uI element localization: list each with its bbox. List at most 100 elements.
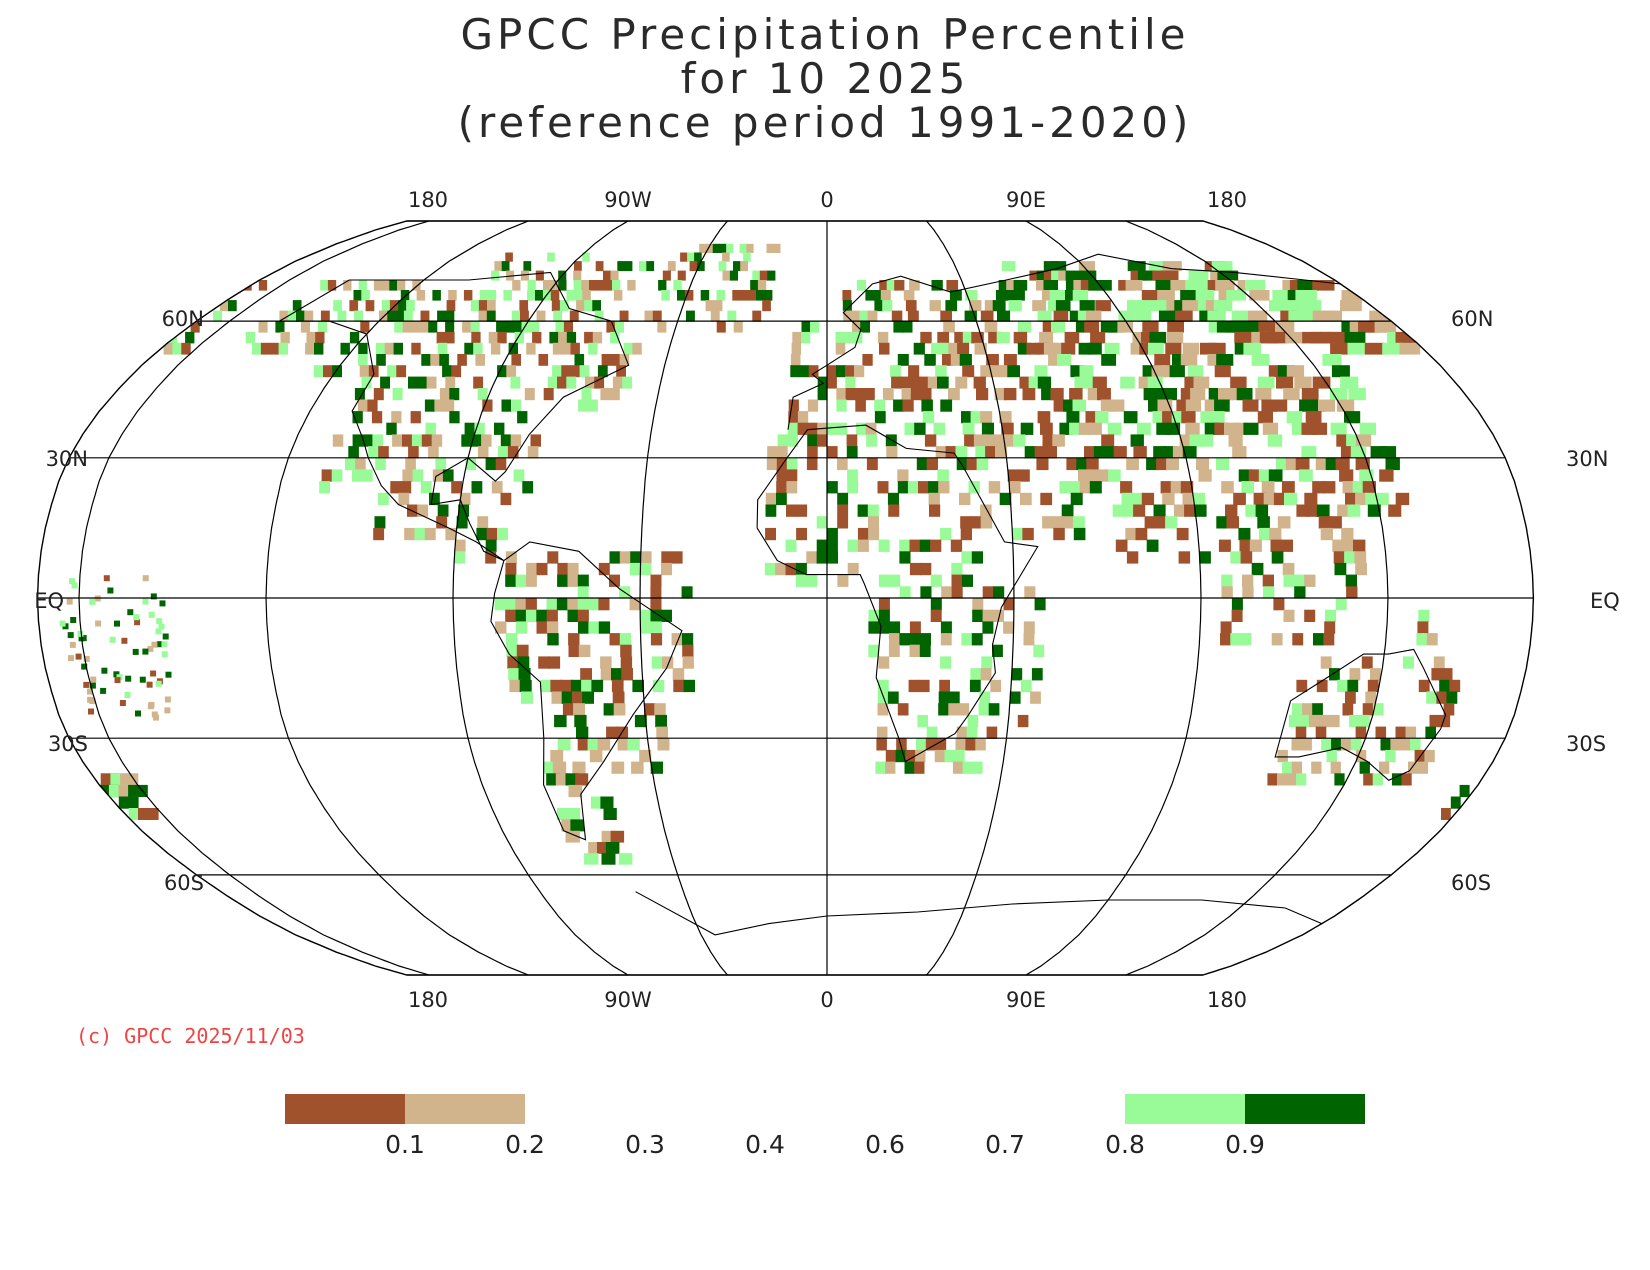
legend-tick-label: 0.7 (985, 1130, 1025, 1159)
precip-cell (530, 434, 541, 447)
precip-cell (410, 411, 421, 424)
precip-cell (752, 310, 762, 322)
precip-cell (844, 331, 854, 344)
precip-cell (910, 388, 922, 401)
precip-cell (667, 261, 676, 272)
precip-cell (1137, 270, 1157, 281)
precip-cell (1003, 388, 1017, 401)
precip-cell (1251, 354, 1270, 366)
precip-cell (417, 504, 428, 517)
precip-cell (756, 290, 765, 301)
precip-cell (340, 342, 350, 355)
precip-cell (907, 481, 919, 494)
precip-cell (1125, 280, 1143, 291)
precip-cell (1416, 633, 1428, 646)
precip-cell (127, 609, 134, 616)
precip-cell (523, 261, 532, 272)
precip-cell (1042, 516, 1054, 529)
precip-cell (961, 574, 973, 587)
precip-cell (792, 331, 802, 344)
precip-cell (306, 331, 316, 344)
precip-cell (807, 434, 818, 447)
precip-cell (856, 280, 866, 291)
precip-cell (677, 290, 686, 301)
map-outline (36, 220, 1535, 976)
precip-cell (1385, 749, 1396, 763)
precip-cell (431, 434, 443, 447)
precip-cell (787, 422, 799, 435)
precip-cell (1449, 679, 1461, 693)
precip-cell (119, 700, 126, 706)
precip-cell (566, 808, 581, 820)
precip-cell (337, 310, 347, 322)
precip-cell (437, 342, 448, 355)
precip-cell (885, 749, 897, 763)
precip-cell (972, 761, 983, 774)
precip-cell (1263, 492, 1277, 506)
precip-cell (993, 609, 1004, 622)
precip-cell (1268, 469, 1283, 482)
precip-cell (1292, 633, 1304, 646)
precip-cell (477, 516, 489, 529)
precip-cell (1335, 598, 1347, 611)
precip-cell (1296, 310, 1318, 322)
precip-cell (59, 620, 66, 627)
precip-cell (426, 376, 437, 389)
precip-cell (1450, 796, 1461, 809)
precip-cell (854, 365, 865, 378)
precip-cell (386, 422, 397, 435)
precip-cell (357, 399, 369, 412)
precip-cell (1335, 457, 1350, 471)
precip-cell (712, 243, 720, 253)
precip-cell (1320, 310, 1342, 322)
precip-cell (1057, 290, 1073, 301)
precip-cell (827, 527, 838, 541)
precip-cell (1257, 376, 1275, 389)
precip-cell (540, 679, 553, 693)
precip-cell (662, 656, 674, 669)
precip-cell (973, 376, 986, 389)
precip-cell (1130, 342, 1146, 355)
precip-cell (470, 321, 480, 333)
precip-cell (557, 376, 567, 389)
precip-cell (292, 300, 302, 312)
precip-cell (1003, 598, 1015, 611)
precip-cell (993, 434, 1006, 447)
precip-cell (640, 621, 652, 634)
precip-cell (1101, 354, 1117, 366)
precip-cell (553, 310, 563, 322)
precip-cell (1329, 668, 1340, 681)
precip-cell (1408, 761, 1419, 774)
precip-cell (810, 321, 820, 333)
precip-cell (958, 703, 970, 716)
precip-cell (1276, 376, 1294, 389)
precip-cell (619, 633, 632, 646)
precip-cell (470, 300, 480, 312)
precip-cell (527, 280, 536, 291)
precip-cell (1185, 399, 1201, 412)
precip-cell (632, 679, 644, 693)
precip-cell (384, 342, 395, 355)
precip-cell (766, 243, 774, 253)
precip-cell (868, 621, 880, 634)
precip-cell (627, 738, 640, 751)
precip-cell (67, 632, 74, 639)
precip-cell (598, 598, 610, 611)
precip-cell (992, 644, 1003, 657)
precip-cell (1367, 504, 1381, 517)
precip-cell (162, 633, 169, 640)
precip-cell (986, 726, 998, 739)
precip-cell (1295, 457, 1310, 471)
precip-cell (1190, 388, 1206, 401)
precip-cell (619, 310, 629, 322)
precip-cell (644, 703, 656, 716)
precip-cell (868, 609, 880, 622)
precip-cell (919, 644, 931, 657)
precip-cell (494, 422, 505, 435)
precip-cell (956, 726, 968, 739)
precip-cell (1273, 598, 1285, 611)
precip-cell (785, 539, 797, 552)
precip-cell (1141, 492, 1155, 506)
precip-cell (556, 598, 569, 611)
precip-cell (1214, 399, 1230, 412)
